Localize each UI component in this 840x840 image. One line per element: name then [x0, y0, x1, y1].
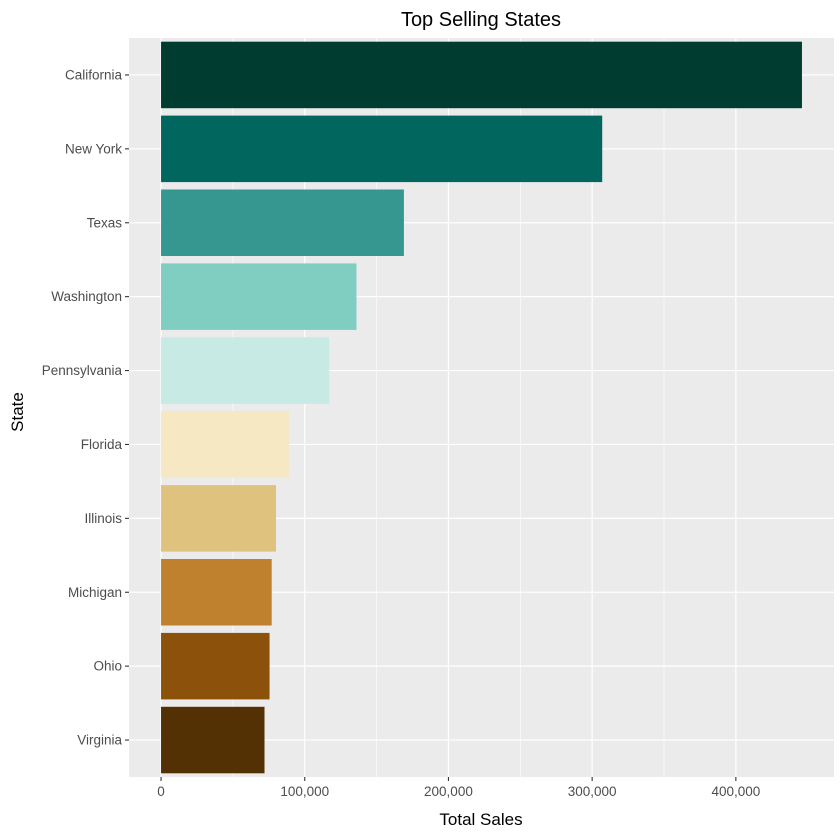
y-tick-label: Virginia	[77, 733, 122, 748]
x-tick-label: 200,000	[424, 784, 473, 799]
y-tick-label: Pennsylvania	[42, 363, 123, 378]
y-tick-label: Washington	[51, 289, 122, 304]
y-axis-title: State	[8, 392, 27, 432]
y-tick-label: Michigan	[68, 585, 122, 600]
bar-texas	[161, 189, 404, 257]
y-tick-label: Texas	[87, 215, 123, 230]
bar-pennsylvania	[161, 337, 330, 404]
bar-illinois	[161, 485, 277, 552]
bar-washington	[161, 263, 357, 330]
bar-florida	[161, 411, 289, 478]
chart-title: Top Selling States	[401, 9, 561, 31]
x-tick-label: 300,000	[568, 784, 617, 799]
bar-michigan	[161, 558, 272, 626]
y-tick-label: Florida	[81, 437, 123, 452]
bar-new-york	[161, 115, 603, 183]
x-axis-title: Total Sales	[439, 810, 522, 829]
x-tick-label: 0	[157, 784, 165, 799]
y-tick-label: California	[65, 67, 123, 82]
x-tick-label: 100,000	[280, 784, 329, 799]
bar-california	[161, 41, 802, 109]
bar-virginia	[161, 706, 265, 774]
y-tick-label: New York	[65, 141, 122, 156]
bar-ohio	[161, 632, 270, 700]
y-tick-label: Illinois	[84, 511, 122, 526]
bars	[161, 41, 802, 774]
y-tick-label: Ohio	[93, 659, 122, 674]
x-tick-label: 400,000	[711, 784, 760, 799]
axes: California New York Texas Washington Pennsyl…	[42, 67, 761, 799]
